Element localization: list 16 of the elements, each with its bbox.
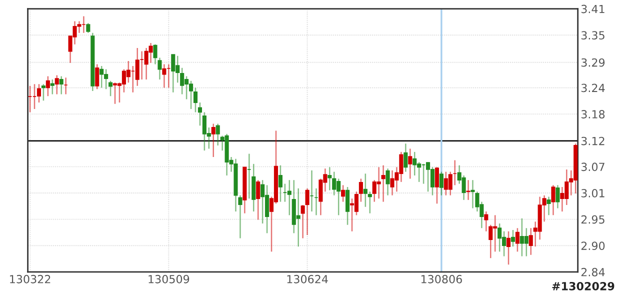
text: #1302029 — [552, 282, 614, 290]
y-tick-label: 3.24 — [581, 84, 605, 92]
y-tick-label: 3.01 — [581, 188, 604, 198]
y-tick-label: 3.12 — [581, 136, 604, 146]
x-tick-label: 130806 — [421, 274, 462, 284]
x-tick-label: 130322 — [10, 274, 50, 284]
x-tick-label: 130624 — [287, 274, 328, 284]
y-tick-label: 3.41 — [581, 4, 604, 14]
y-tick-label: 3.29 — [581, 58, 605, 67]
y-tick-label: 3.07 — [581, 162, 604, 172]
y-tick-label: 3.18 — [581, 110, 605, 118]
y-tick-label: 3.35 — [581, 31, 604, 40]
y-tick-label: 2.90 — [581, 242, 605, 250]
x-tick-label: 130509 — [148, 274, 190, 284]
y-tick-label: 2.84 — [581, 268, 605, 276]
y-tick-label: 2.95 — [581, 215, 604, 224]
